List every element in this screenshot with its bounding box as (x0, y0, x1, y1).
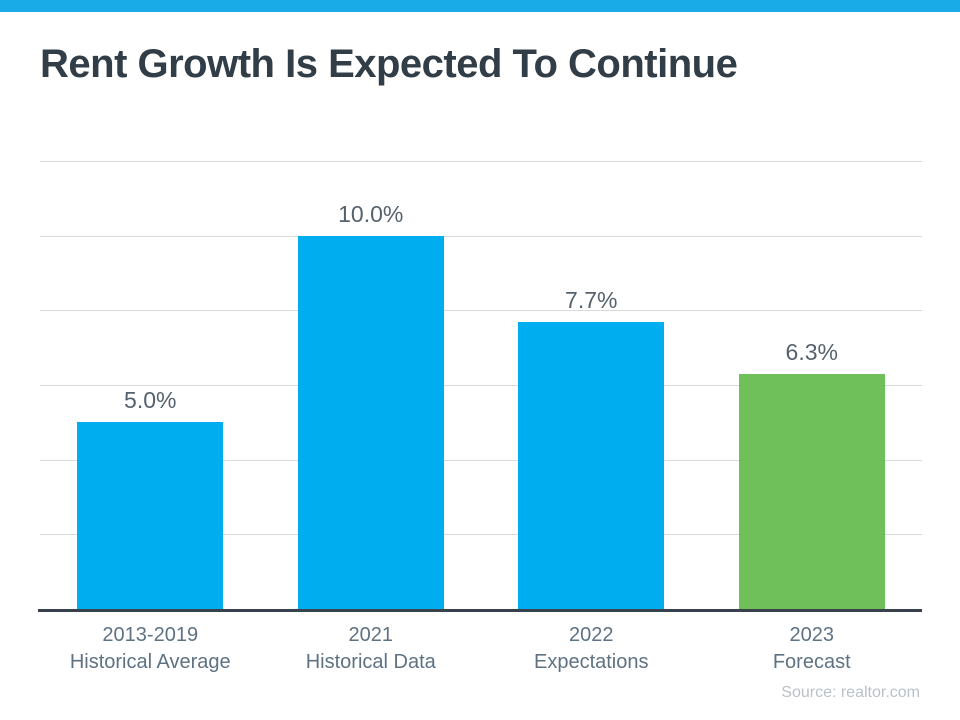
category-label-2021: 2021 Historical Data (261, 622, 482, 676)
value-label-2023: 6.3% (785, 338, 838, 365)
category-label-line: Forecast (772, 651, 851, 673)
category-label-line: Expectations (533, 651, 649, 673)
bar-chart-plot-area: 5.0% 10.0% 7.7% 6.3% (40, 161, 922, 609)
chart-title: Rent Growth Is Expected To Continue (40, 42, 738, 86)
x-axis-line (38, 609, 922, 612)
category-label-2023: 2023 Forecast (702, 622, 923, 676)
value-label-2013-2019: 5.0% (124, 387, 177, 414)
bar-2022 (518, 321, 665, 609)
category-label-line: 2023 (789, 624, 835, 646)
gridline-2pct (40, 534, 922, 536)
category-label-2022: 2022 Expectations (481, 622, 702, 676)
category-label-line: Historical Data (305, 651, 436, 673)
gridline-8pct (40, 310, 922, 312)
top-accent-bar (0, 0, 960, 12)
category-label-line: 2022 (569, 624, 614, 646)
value-label-2022: 7.7% (565, 286, 618, 313)
category-label-line: Historical Average (69, 651, 231, 673)
category-label-line: 2021 (348, 624, 394, 646)
value-label-2021: 10.0% (338, 200, 404, 227)
bar-2023 (738, 373, 885, 609)
gridline-12pct (40, 161, 922, 162)
source-attribution: Source: realtor.com (781, 684, 920, 701)
bar-2021 (297, 235, 444, 609)
x-axis-category-labels: 2013-2019 Historical Average 2021 Historica… (40, 622, 922, 682)
bar-2013-2019 (77, 422, 224, 609)
gridline-6pct (40, 385, 922, 386)
category-label-2013-2019: 2013-2019 Historical Average (40, 622, 261, 676)
gridline-4pct (40, 459, 922, 461)
category-label-line: 2013-2019 (102, 624, 199, 646)
gridline-10pct (40, 235, 922, 237)
